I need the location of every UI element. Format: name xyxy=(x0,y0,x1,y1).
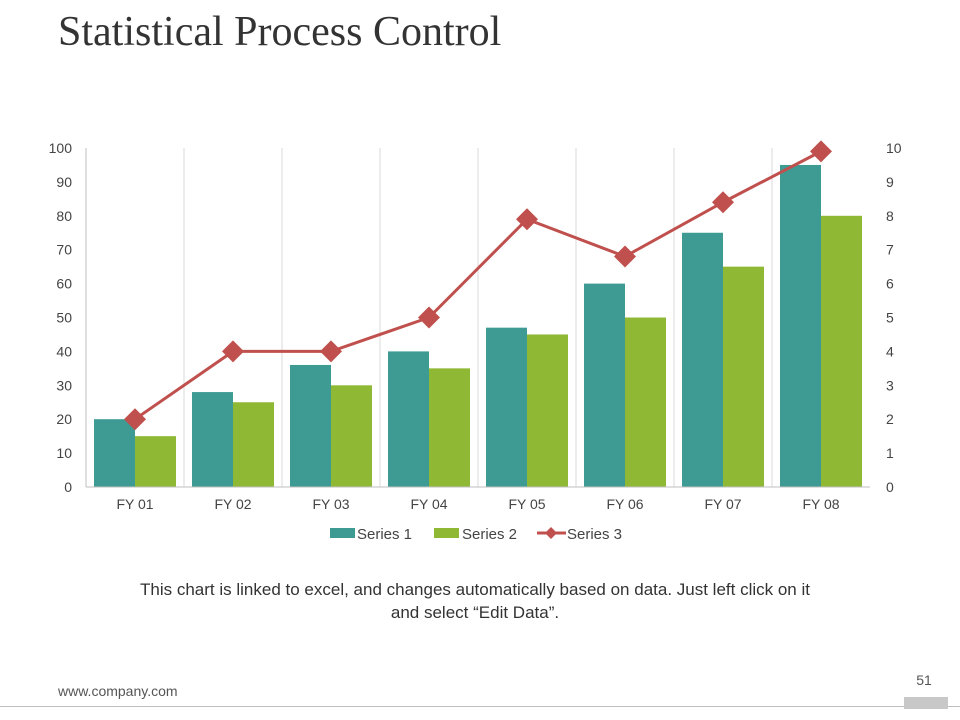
series-3-marker xyxy=(614,245,636,268)
x-tick-label: FY 03 xyxy=(312,496,349,512)
series-3-line xyxy=(134,150,822,421)
legend-swatch-series-1 xyxy=(330,528,355,538)
slide-title: Statistical Process Control xyxy=(58,9,502,55)
y-right-tick-label: 2 xyxy=(886,411,894,427)
bar-series-2 xyxy=(233,402,274,487)
x-tick-label: FY 02 xyxy=(214,496,251,512)
y-right-tick-label: 7 xyxy=(886,242,894,258)
y-right-tick-label: 9 xyxy=(886,174,894,190)
y-left-tick-label: 80 xyxy=(56,208,72,224)
bar-series-2 xyxy=(135,436,176,487)
y-right-tick-label: 8 xyxy=(886,208,894,224)
x-tick-label: FY 05 xyxy=(508,496,545,512)
bar-series-2 xyxy=(723,266,764,487)
footer-divider xyxy=(0,706,960,707)
chart-line-series xyxy=(124,140,832,431)
bar-series-2 xyxy=(331,385,372,487)
footer-tab xyxy=(904,697,948,709)
bar-series-1 xyxy=(388,351,429,487)
chart-axes: 0 10 20 30 40 50 60 70 80 90 100 0 1 2 3 4 5 6 7 8 9 10 FY 01 F… xyxy=(49,140,902,512)
y-left-tick-label: 10 xyxy=(56,445,72,461)
footer-url: www.company.com xyxy=(58,683,178,699)
x-tick-label: FY 04 xyxy=(410,496,447,512)
legend-label-series-3: Series 3 xyxy=(567,526,622,543)
y-right-tick-label: 4 xyxy=(886,343,894,359)
chart-caption: This chart is linked to excel, and chang… xyxy=(100,578,850,624)
y-left-tick-label: 40 xyxy=(56,343,72,359)
y-right-tick-label: 5 xyxy=(886,310,894,326)
chart-gridlines xyxy=(183,148,773,487)
bar-series-1 xyxy=(192,392,233,487)
chart-legend: Series 1 Series 2 Series 3 xyxy=(330,526,622,543)
legend-label-series-2: Series 2 xyxy=(462,526,517,543)
caption-line-2: and select “Edit Data”. xyxy=(390,603,560,622)
series-3-marker xyxy=(222,340,244,363)
y-right-tick-label: 1 xyxy=(886,445,894,461)
x-tick-label: FY 01 xyxy=(116,496,153,512)
y-left-tick-label: 60 xyxy=(56,276,72,292)
bar-series-2 xyxy=(821,215,862,488)
y-left-tick-label: 20 xyxy=(56,411,72,427)
caption-line-1: This chart is linked to excel, and chang… xyxy=(140,580,810,599)
bar-series-1 xyxy=(94,419,135,487)
series-3-marker xyxy=(320,340,342,363)
legend-swatch-series-2 xyxy=(434,528,459,538)
combo-chart: 0 10 20 30 40 50 60 70 80 90 100 0 1 2 3 4 5 6 7 8 9 10 FY 01 F… xyxy=(49,140,902,543)
legend-marker-series-3 xyxy=(545,527,557,539)
series-3-marker xyxy=(124,408,146,431)
x-tick-label: FY 06 xyxy=(606,496,643,512)
page-number: 51 xyxy=(916,672,932,688)
bar-series-1 xyxy=(682,232,723,487)
bar-series-2 xyxy=(625,317,666,487)
y-right-tick-label: 0 xyxy=(886,479,894,495)
series-3-marker xyxy=(418,306,440,329)
bar-series-2 xyxy=(429,368,470,487)
y-left-tick-label: 100 xyxy=(49,140,73,156)
x-tick-label: FY 07 xyxy=(704,496,741,512)
chart-bars xyxy=(94,164,862,488)
series-3-marker xyxy=(810,140,832,163)
series-3-marker xyxy=(516,208,538,231)
y-right-tick-label: 3 xyxy=(886,377,894,393)
y-left-tick-label: 90 xyxy=(56,174,72,190)
legend-label-series-1: Series 1 xyxy=(357,526,412,543)
y-left-tick-label: 0 xyxy=(64,479,72,495)
bar-series-1 xyxy=(584,283,625,487)
series-3-marker xyxy=(712,191,734,214)
y-left-tick-label: 50 xyxy=(56,310,72,326)
y-left-tick-label: 30 xyxy=(56,377,72,393)
bar-series-1 xyxy=(290,364,331,487)
y-right-tick-label: 6 xyxy=(886,276,894,292)
y-left-tick-label: 70 xyxy=(56,242,72,258)
bar-series-1 xyxy=(780,164,821,487)
bar-series-1 xyxy=(486,327,527,487)
x-tick-label: FY 08 xyxy=(802,496,839,512)
bar-series-2 xyxy=(527,334,568,487)
y-right-tick-label: 10 xyxy=(886,140,902,156)
